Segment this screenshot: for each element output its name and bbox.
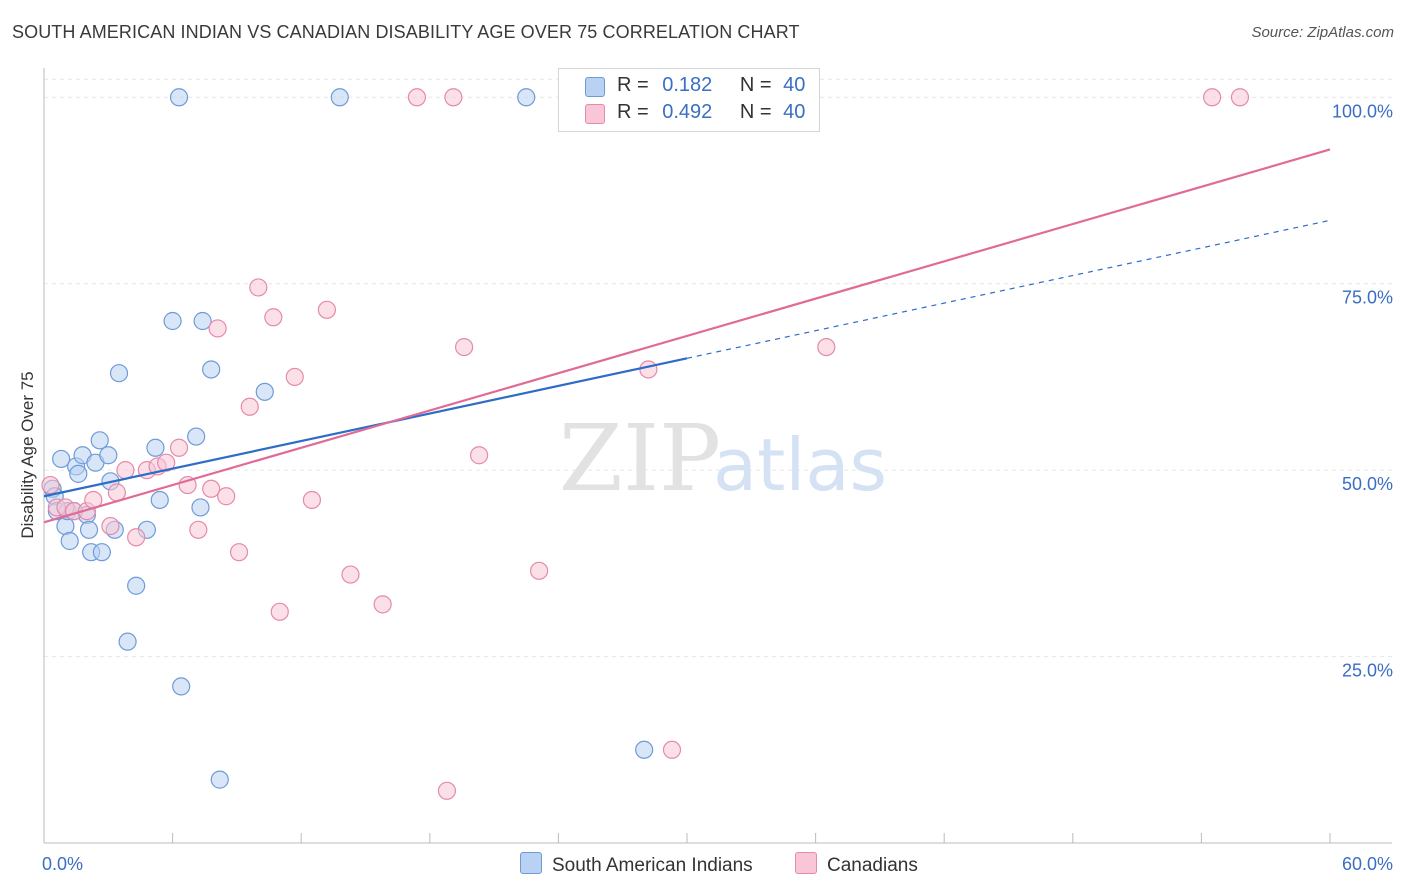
south-american-point-27 <box>169 88 189 107</box>
watermark-atlas: atlas <box>713 423 887 507</box>
y-tick-label-100: 100.0% <box>1332 101 1393 121</box>
tick-labels: 25.0% 50.0% 75.0% 100.0% 0.0% 60.0% <box>42 101 1393 874</box>
bottom-legend-label-canadian: Canadians <box>827 855 918 876</box>
trend-lines <box>43 148 1331 524</box>
south-american-point-35 <box>330 88 349 107</box>
watermark-zip: ZIP <box>559 405 721 512</box>
south-american-point-31 <box>193 311 212 331</box>
canadian-point-0 <box>41 475 60 495</box>
south-american-point-17 <box>99 446 118 465</box>
south-american-point-12 <box>79 520 99 539</box>
legend: R = 0.182 N = 40 R = 0.492 N = 40 <box>558 68 820 132</box>
canadian-point-22 <box>264 308 283 327</box>
south-american-point-6 <box>60 531 79 551</box>
south-american-point-9 <box>69 464 88 483</box>
canadian-point-21 <box>249 278 268 297</box>
south-american-point-33 <box>210 770 229 789</box>
trend-line-south-american-extension <box>686 219 1331 359</box>
canadian-point-17 <box>208 319 227 338</box>
south-american-point-32 <box>202 360 221 379</box>
legend-n-value-canadian: 40 <box>783 101 806 123</box>
canadian-point-6 <box>101 516 120 536</box>
canadian-point-38 <box>817 338 836 357</box>
watermark: ZIP atlas <box>559 405 887 512</box>
south-american-point-29 <box>187 427 206 446</box>
legend-r-label: R = <box>617 101 649 123</box>
canadian-point-19 <box>229 543 249 562</box>
canadian-point-28 <box>373 595 392 614</box>
legend-swatch-canadian <box>585 104 605 124</box>
axes <box>43 68 1392 844</box>
canadian-point-34 <box>530 561 549 580</box>
canadian-point-30 <box>437 781 457 800</box>
south-american-point-22 <box>127 576 146 595</box>
legend-r-label: R = <box>617 74 649 96</box>
canadian-point-8 <box>116 461 135 480</box>
canadian-point-29 <box>407 88 427 107</box>
canadian-point-16 <box>202 479 221 498</box>
south-american-point-16 <box>92 543 111 562</box>
canadian-point-36 <box>662 740 682 759</box>
south-american-point-21 <box>118 632 137 651</box>
x-tick-label-min: 0.0% <box>42 854 83 874</box>
canadian-point-12 <box>157 453 176 472</box>
canadian-point-20 <box>240 397 259 416</box>
south-american-point-15 <box>90 431 109 450</box>
legend-r-value-south-american: 0.182 <box>662 74 713 96</box>
canadian-point-31 <box>444 88 463 107</box>
canadian-point-35 <box>639 360 658 379</box>
canadian-point-13 <box>169 438 189 457</box>
canadian-point-24 <box>285 367 304 387</box>
canadian-point-9 <box>127 528 146 547</box>
south-american-point-25 <box>150 490 169 510</box>
chart-title: SOUTH AMERICAN INDIAN VS CANADIAN DISABI… <box>12 22 800 42</box>
canadian-point-39 <box>1203 88 1222 107</box>
y-tick-label-75: 75.0% <box>1342 288 1393 308</box>
canadian-point-15 <box>189 520 208 539</box>
grid-lines <box>44 78 1392 658</box>
bottom-legend-south-american: South American Indians <box>520 852 753 877</box>
canadian-point-23 <box>270 602 289 621</box>
canadian-point-32 <box>454 338 474 357</box>
bottom-legend-swatch-canadian <box>795 852 817 874</box>
south-american-point-36 <box>517 88 536 107</box>
source-label: Source: ZipAtlas.com <box>1251 24 1394 41</box>
y-axis-label: Disability Age Over 75 <box>18 371 37 538</box>
south-american-point-37 <box>635 740 654 759</box>
legend-n-label: N = <box>739 101 772 123</box>
south-american-point-4 <box>56 516 75 536</box>
south-american-point-34 <box>255 382 274 401</box>
trend-line-south-american <box>43 357 688 498</box>
bottom-legend-label-south-american: South American Indians <box>552 855 753 876</box>
canadian-point-18 <box>217 487 236 506</box>
canadian-point-25 <box>302 490 322 510</box>
canadian-point-33 <box>469 446 489 465</box>
south-american-point-28 <box>172 677 191 696</box>
legend-swatch-south-american <box>585 77 605 97</box>
canadian-point-27 <box>341 565 360 584</box>
bottom-legend-canadian: Canadians <box>795 852 918 877</box>
south-american-point-3 <box>52 449 71 469</box>
legend-n-value-south-american: 40 <box>783 74 806 96</box>
y-tick-label-50: 50.0% <box>1342 474 1393 494</box>
x-tick-label-max: 60.0% <box>1342 854 1393 874</box>
south-american-point-30 <box>191 498 210 517</box>
canadian-point-40 <box>1230 88 1250 107</box>
canadian-point-26 <box>317 300 337 319</box>
south-american-point-20 <box>109 364 129 383</box>
y-tick-label-25: 25.0% <box>1342 661 1393 681</box>
south-american-point-24 <box>146 438 165 457</box>
legend-n-label: N = <box>739 74 772 96</box>
south-american-point-26 <box>163 311 182 331</box>
legend-r-value-canadian: 0.492 <box>662 101 713 123</box>
trend-line-canadian <box>43 148 1331 524</box>
bottom-legend-swatch-south-american <box>520 852 542 874</box>
